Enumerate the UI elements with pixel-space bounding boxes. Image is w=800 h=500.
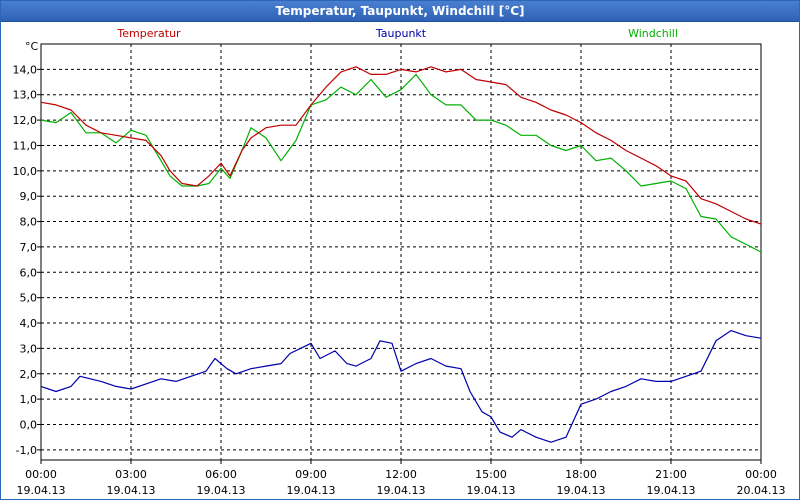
series-line-taupunkt [40, 330, 762, 443]
y-tick-label: 13,0 [13, 89, 38, 102]
y-tick-label: 11,0 [13, 139, 38, 152]
y-tick-label: 10,0 [13, 165, 38, 178]
x-tick-date-label: 19.04.13 [197, 484, 246, 497]
y-axis-unit-label: °C [25, 40, 39, 53]
x-tick-date-label: 19.04.13 [557, 484, 606, 497]
y-tick-label: 1,0 [20, 393, 38, 406]
plot-area [40, 43, 762, 461]
y-tick-label: 4,0 [20, 317, 38, 330]
x-tick-date-label: 19.04.13 [107, 484, 156, 497]
grid [41, 44, 761, 460]
x-tick-date-label: 20.04.13 [737, 484, 786, 497]
x-tick-date-label: 19.04.13 [287, 484, 336, 497]
series-group [40, 66, 762, 443]
series-line-windchill [40, 73, 762, 253]
title-bar [1, 1, 799, 22]
x-tick-time-label: 06:00 [205, 468, 237, 481]
y-tick-label: 2,0 [20, 368, 38, 381]
series-line-temperatur [40, 66, 762, 225]
x-tick-time-label: 18:00 [565, 468, 597, 481]
axes: -1,0 0,0 1,0 2,0 3,0 4,0 5,0 6,0 7,0 8,0 9,0 10,0 11… [13, 63, 786, 497]
x-tick-time-label: 09:00 [295, 468, 327, 481]
y-tick-label: 8,0 [20, 216, 38, 229]
legend-item-taupunkt: Taupunkt [375, 27, 427, 40]
x-tick-date-label: 19.04.13 [17, 484, 66, 497]
x-tick-date-label: 19.04.13 [467, 484, 516, 497]
y-tick-label: 5,0 [20, 292, 38, 305]
legend-item-windchill: Windchill [628, 27, 678, 40]
y-tick-label: 3,0 [20, 342, 38, 355]
legend-item-temperatur: Temperatur [116, 27, 181, 40]
y-tick-label: 6,0 [20, 266, 38, 279]
x-tick-time-label: 21:00 [655, 468, 687, 481]
y-tick-label: -1,0 [16, 444, 37, 457]
x-tick-time-label: 15:00 [475, 468, 507, 481]
y-tick-label: 9,0 [20, 190, 38, 203]
chart-title: Temperatur, Taupunkt, Windchill [°C] [275, 4, 525, 18]
x-tick-date-label: 19.04.13 [377, 484, 426, 497]
x-tick-time-label: 03:00 [115, 468, 147, 481]
x-tick-time-label: 00:00 [25, 468, 57, 481]
x-tick-time-label: 00:00 [745, 468, 777, 481]
y-tick-label: 7,0 [20, 241, 38, 254]
y-tick-label: 14,0 [13, 63, 38, 76]
x-tick-date-label: 19.04.13 [647, 484, 696, 497]
x-tick-time-label: 12:00 [385, 468, 417, 481]
y-tick-label: 12,0 [13, 114, 38, 127]
y-tick-label: 0,0 [20, 418, 38, 431]
